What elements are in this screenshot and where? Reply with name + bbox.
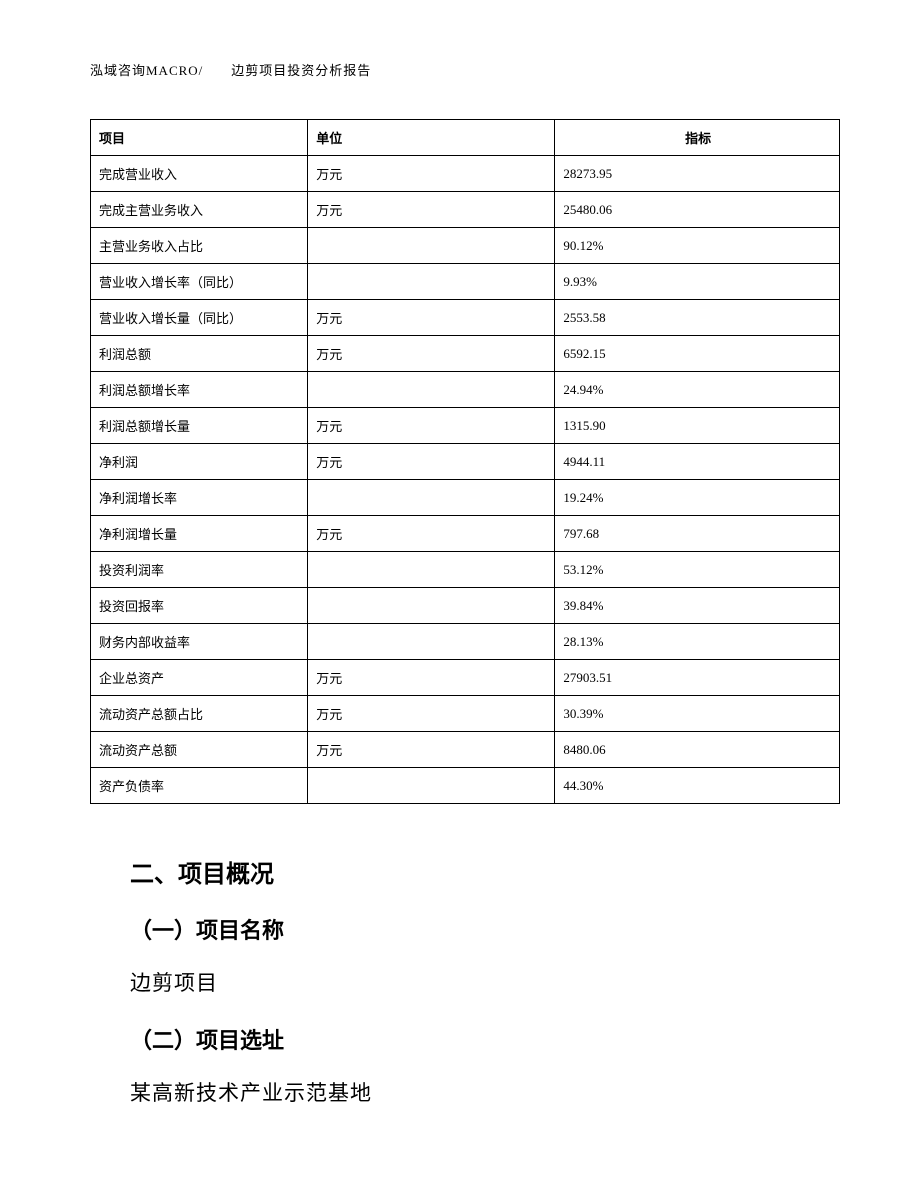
table-cell: 44.30% xyxy=(555,768,840,804)
table-cell: 27903.51 xyxy=(555,660,840,696)
table-cell: 营业收入增长率（同比） xyxy=(91,264,308,300)
section-2-2-title: （二）项目选址 xyxy=(130,1023,840,1055)
table-row: 利润总额增长量万元1315.90 xyxy=(91,408,840,444)
table-cell: 流动资产总额 xyxy=(91,732,308,768)
table-row: 流动资产总额万元8480.06 xyxy=(91,732,840,768)
table-cell xyxy=(308,372,555,408)
table-cell: 主营业务收入占比 xyxy=(91,228,308,264)
table-cell: 资产负债率 xyxy=(91,768,308,804)
table-cell: 39.84% xyxy=(555,588,840,624)
table-cell xyxy=(308,588,555,624)
table-cell: 投资回报率 xyxy=(91,588,308,624)
col-header-item: 项目 xyxy=(91,120,308,156)
table-cell: 53.12% xyxy=(555,552,840,588)
table-cell: 9.93% xyxy=(555,264,840,300)
table-row: 净利润万元4944.11 xyxy=(91,444,840,480)
table-cell: 万元 xyxy=(308,516,555,552)
table-row: 营业收入增长率（同比） 9.93% xyxy=(91,264,840,300)
table-cell: 万元 xyxy=(308,444,555,480)
table-cell xyxy=(308,480,555,516)
section-2-1-body: 边剪项目 xyxy=(130,967,840,997)
page-header: 泓域咨询MACRO/ 边剪项目投资分析报告 xyxy=(90,60,840,79)
table-cell: 利润总额增长量 xyxy=(91,408,308,444)
table-cell: 万元 xyxy=(308,696,555,732)
table-cell: 万元 xyxy=(308,660,555,696)
table-cell: 利润总额 xyxy=(91,336,308,372)
table-row: 流动资产总额占比万元30.39% xyxy=(91,696,840,732)
table-cell: 6592.15 xyxy=(555,336,840,372)
table-row: 企业总资产万元27903.51 xyxy=(91,660,840,696)
col-header-unit: 单位 xyxy=(308,120,555,156)
table-row: 投资回报率 39.84% xyxy=(91,588,840,624)
table-row: 利润总额万元6592.15 xyxy=(91,336,840,372)
table-cell xyxy=(308,768,555,804)
table-row: 投资利润率 53.12% xyxy=(91,552,840,588)
table-cell: 财务内部收益率 xyxy=(91,624,308,660)
table-cell: 25480.06 xyxy=(555,192,840,228)
table-cell: 4944.11 xyxy=(555,444,840,480)
table-row: 净利润增长量万元797.68 xyxy=(91,516,840,552)
table-row: 营业收入增长量（同比）万元2553.58 xyxy=(91,300,840,336)
table-cell: 完成主营业务收入 xyxy=(91,192,308,228)
table-cell: 万元 xyxy=(308,192,555,228)
table-cell: 净利润增长量 xyxy=(91,516,308,552)
table-cell: 万元 xyxy=(308,732,555,768)
col-header-value: 指标 xyxy=(555,120,840,156)
table-cell: 万元 xyxy=(308,300,555,336)
table-row: 资产负债率 44.30% xyxy=(91,768,840,804)
table-cell xyxy=(308,228,555,264)
table-cell: 完成营业收入 xyxy=(91,156,308,192)
table-row: 利润总额增长率 24.94% xyxy=(91,372,840,408)
section-2-2-body: 某高新技术产业示范基地 xyxy=(130,1077,840,1107)
table-cell: 19.24% xyxy=(555,480,840,516)
table-row: 完成主营业务收入万元25480.06 xyxy=(91,192,840,228)
table-cell: 万元 xyxy=(308,336,555,372)
table-cell: 2553.58 xyxy=(555,300,840,336)
table-cell: 90.12% xyxy=(555,228,840,264)
table-row: 主营业务收入占比 90.12% xyxy=(91,228,840,264)
table-cell: 企业总资产 xyxy=(91,660,308,696)
table-cell: 万元 xyxy=(308,408,555,444)
table-cell: 净利润增长率 xyxy=(91,480,308,516)
table-cell: 24.94% xyxy=(555,372,840,408)
table-cell: 流动资产总额占比 xyxy=(91,696,308,732)
table-row: 净利润增长率 19.24% xyxy=(91,480,840,516)
table-cell: 28273.95 xyxy=(555,156,840,192)
table-cell: 797.68 xyxy=(555,516,840,552)
table-cell: 1315.90 xyxy=(555,408,840,444)
financial-table: 项目 单位 指标 完成营业收入万元28273.95完成主营业务收入万元25480… xyxy=(90,119,840,804)
table-cell: 利润总额增长率 xyxy=(91,372,308,408)
table-cell: 万元 xyxy=(308,156,555,192)
table-cell: 净利润 xyxy=(91,444,308,480)
table-cell xyxy=(308,264,555,300)
table-cell: 投资利润率 xyxy=(91,552,308,588)
table-row: 完成营业收入万元28273.95 xyxy=(91,156,840,192)
table-cell: 营业收入增长量（同比） xyxy=(91,300,308,336)
table-row: 财务内部收益率 28.13% xyxy=(91,624,840,660)
table-cell: 8480.06 xyxy=(555,732,840,768)
section-2-1-title: （一）项目名称 xyxy=(130,913,840,945)
section-2-title: 二、项目概况 xyxy=(130,854,840,889)
table-header-row: 项目 单位 指标 xyxy=(91,120,840,156)
table-cell: 30.39% xyxy=(555,696,840,732)
table-cell xyxy=(308,552,555,588)
table-cell xyxy=(308,624,555,660)
table-cell: 28.13% xyxy=(555,624,840,660)
